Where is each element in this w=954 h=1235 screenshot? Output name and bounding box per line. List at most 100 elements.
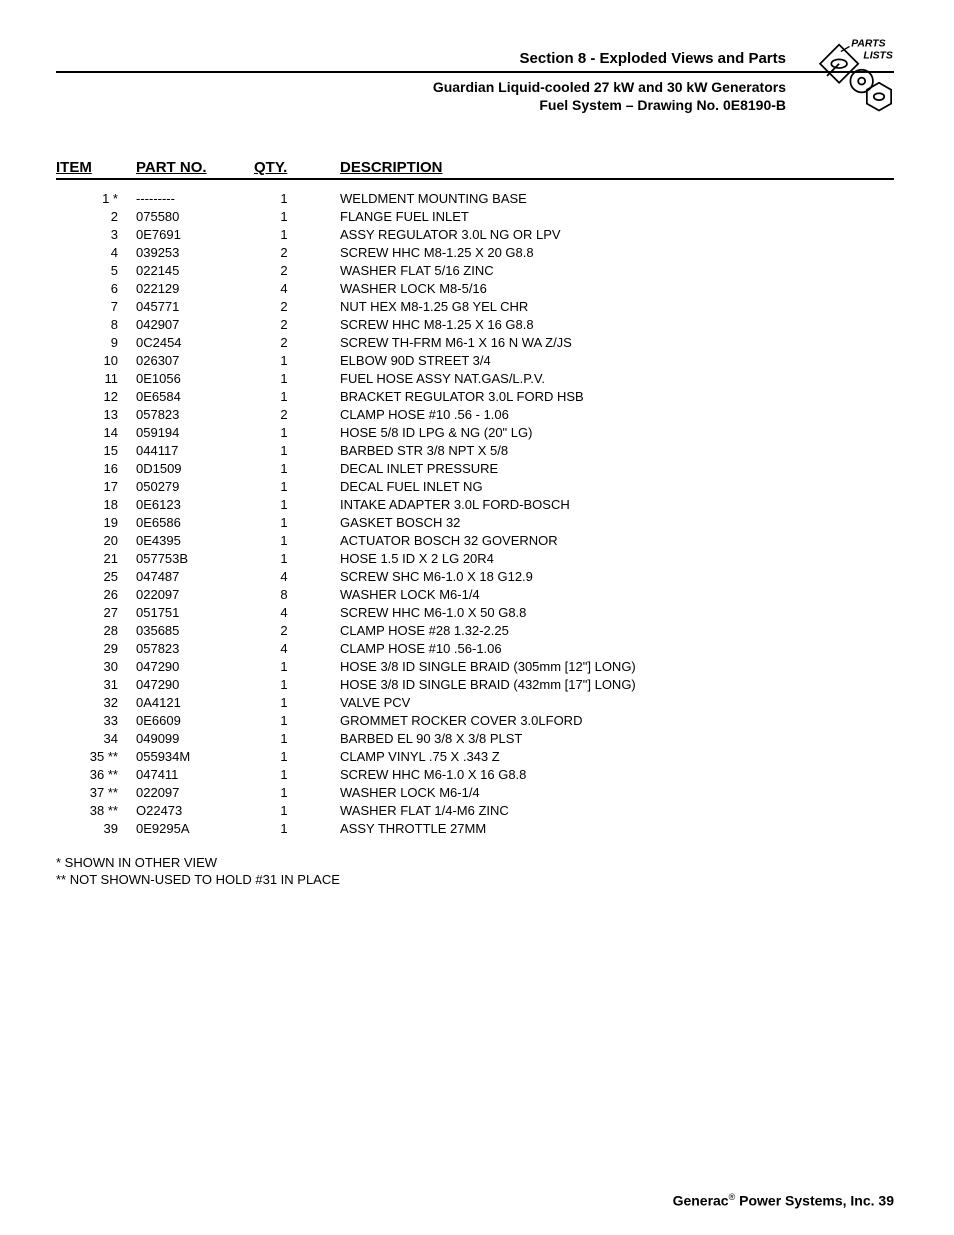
cell-part: 0C2454	[136, 334, 254, 352]
cell-item: 27	[56, 604, 136, 622]
cell-part: 0E6584	[136, 388, 254, 406]
table-row: 290578234CLAMP HOSE #10 .56-1.06	[56, 640, 894, 658]
footnote-2: ** NOT SHOWN-USED TO HOLD #31 IN PLACE	[56, 871, 894, 888]
table-row: 300472901HOSE 3/8 ID SINGLE BRAID (305mm…	[56, 658, 894, 676]
cell-part: 045771	[136, 298, 254, 316]
cell-item: 11	[56, 370, 136, 388]
table-row: 20755801FLANGE FUEL INLET	[56, 208, 894, 226]
subtitle-drawing: Fuel System – Drawing No. 0E8190-B	[56, 97, 894, 113]
cell-part: 057753B	[136, 550, 254, 568]
table-row: 150441171BARBED STR 3/8 NPT X 5/8	[56, 442, 894, 460]
cell-part: 0A4121	[136, 694, 254, 712]
cell-part: O22473	[136, 802, 254, 820]
cell-item: 39	[56, 820, 136, 838]
cell-item: 30	[56, 658, 136, 676]
table-row: 100263071ELBOW 90D STREET 3/4	[56, 352, 894, 370]
cell-qty: 4	[254, 640, 340, 658]
footnote-1: * SHOWN IN OTHER VIEW	[56, 854, 894, 871]
cell-item: 8	[56, 316, 136, 334]
cell-qty: 1	[254, 658, 340, 676]
cell-item: 36 **	[56, 766, 136, 784]
cell-qty: 8	[254, 586, 340, 604]
cell-item: 4	[56, 244, 136, 262]
table-row: 280356852CLAMP HOSE #28 1.32-2.25	[56, 622, 894, 640]
cell-item: 18	[56, 496, 136, 514]
cell-part: 0D1509	[136, 460, 254, 478]
cell-item: 3	[56, 226, 136, 244]
cell-desc: BARBED STR 3/8 NPT X 5/8	[340, 442, 894, 460]
table-row: 1 *---------1WELDMENT MOUNTING BASE	[56, 190, 894, 208]
cell-qty: 1	[254, 730, 340, 748]
parts-table: ITEM PART NO. QTY. DESCRIPTION 1 *------…	[56, 159, 894, 838]
cell-desc: HOSE 1.5 ID X 2 LG 20R4	[340, 550, 894, 568]
logo-text-top: PARTS	[851, 38, 885, 49]
cell-item: 1 *	[56, 190, 136, 208]
table-row: 130578232CLAMP HOSE #10 .56 - 1.06	[56, 406, 894, 424]
table-row: 35 **055934M1CLAMP VINYL .75 X .343 Z	[56, 748, 894, 766]
cell-item: 21	[56, 550, 136, 568]
cell-item: 9	[56, 334, 136, 352]
table-row: 390E9295A1ASSY THROTTLE 27MM	[56, 820, 894, 838]
table-row: 170502791DECAL FUEL INLET NG	[56, 478, 894, 496]
cell-part: 022097	[136, 586, 254, 604]
cell-desc: SCREW HHC M8-1.25 X 16 G8.8	[340, 316, 894, 334]
section-title: Section 8 - Exploded Views and Parts	[56, 50, 894, 73]
cell-qty: 1	[254, 802, 340, 820]
cell-desc: SCREW SHC M6-1.0 X 18 G12.9	[340, 568, 894, 586]
cell-part: 050279	[136, 478, 254, 496]
cell-part: 035685	[136, 622, 254, 640]
cell-desc: GROMMET ROCKER COVER 3.0LFORD	[340, 712, 894, 730]
cell-desc: FLANGE FUEL INLET	[340, 208, 894, 226]
cell-desc: WASHER FLAT 1/4-M6 ZINC	[340, 802, 894, 820]
cell-part: 047290	[136, 676, 254, 694]
cell-part: 044117	[136, 442, 254, 460]
cell-qty: 4	[254, 604, 340, 622]
cell-qty: 4	[254, 568, 340, 586]
table-row: 200E43951ACTUATOR BOSCH 32 GOVERNOR	[56, 532, 894, 550]
cell-item: 28	[56, 622, 136, 640]
table-row: 36 **0474111SCREW HHC M6-1.0 X 16 G8.8	[56, 766, 894, 784]
cell-desc: DECAL INLET PRESSURE	[340, 460, 894, 478]
cell-desc: GASKET BOSCH 32	[340, 514, 894, 532]
table-row: 21057753B1HOSE 1.5 ID X 2 LG 20R4	[56, 550, 894, 568]
cell-part: 047290	[136, 658, 254, 676]
table-row: 30E76911ASSY REGULATOR 3.0L NG OR LPV	[56, 226, 894, 244]
cell-item: 5	[56, 262, 136, 280]
cell-desc: CLAMP HOSE #10 .56-1.06	[340, 640, 894, 658]
header-block: PARTS LISTS Section 8 - Exploded Views a…	[56, 50, 894, 113]
cell-qty: 2	[254, 334, 340, 352]
cell-desc: SCREW HHC M8-1.25 X 20 G8.8	[340, 244, 894, 262]
cell-desc: SCREW HHC M6-1.0 X 16 G8.8	[340, 766, 894, 784]
cell-qty: 2	[254, 298, 340, 316]
cell-part: 047487	[136, 568, 254, 586]
cell-part: 059194	[136, 424, 254, 442]
cell-part: 051751	[136, 604, 254, 622]
cell-desc: FUEL HOSE ASSY NAT.GAS/L.P.V.	[340, 370, 894, 388]
cell-part: 026307	[136, 352, 254, 370]
cell-part: 055934M	[136, 748, 254, 766]
cell-qty: 1	[254, 496, 340, 514]
cell-qty: 2	[254, 406, 340, 424]
cell-item: 2	[56, 208, 136, 226]
cell-item: 37 **	[56, 784, 136, 802]
cell-qty: 1	[254, 748, 340, 766]
cell-part: 042907	[136, 316, 254, 334]
cell-item: 15	[56, 442, 136, 460]
th-qty: QTY.	[254, 159, 340, 176]
cell-desc: WASHER LOCK M6-1/4	[340, 784, 894, 802]
cell-qty: 1	[254, 784, 340, 802]
cell-qty: 1	[254, 820, 340, 838]
cell-desc: WELDMENT MOUNTING BASE	[340, 190, 894, 208]
cell-item: 26	[56, 586, 136, 604]
cell-desc: WASHER LOCK M6-1/4	[340, 586, 894, 604]
table-row: 60221294WASHER LOCK M8-5/16	[56, 280, 894, 298]
cell-desc: BARBED EL 90 3/8 X 3/8 PLST	[340, 730, 894, 748]
cell-item: 14	[56, 424, 136, 442]
table-row: 270517514SCREW HHC M6-1.0 X 50 G8.8	[56, 604, 894, 622]
table-row: 80429072SCREW HHC M8-1.25 X 16 G8.8	[56, 316, 894, 334]
cell-qty: 1	[254, 442, 340, 460]
table-row: 310472901HOSE 3/8 ID SINGLE BRAID (432mm…	[56, 676, 894, 694]
cell-part: 0E1056	[136, 370, 254, 388]
cell-qty: 1	[254, 226, 340, 244]
table-row: 340490991BARBED EL 90 3/8 X 3/8 PLST	[56, 730, 894, 748]
